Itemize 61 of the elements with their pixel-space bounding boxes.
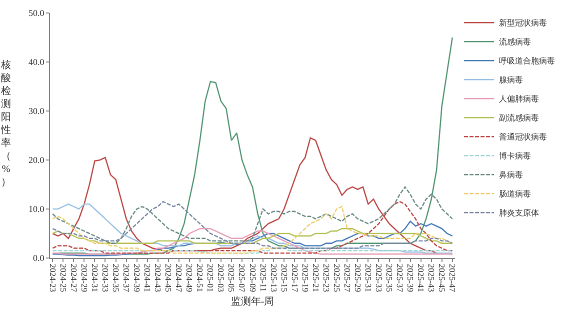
x-tick-label: 2025-23 — [321, 264, 332, 292]
x-tick-label: 2024-45 — [164, 264, 174, 292]
x-tick-label: 2024-51 — [195, 264, 206, 292]
x-tick-label: 2025-37 — [395, 264, 406, 292]
x-tick-label: 2025-01 — [206, 264, 216, 292]
x-tick-label: 2024-39 — [132, 264, 142, 292]
y-tick-label: 20.0 — [28, 155, 45, 166]
legend-label: 呼吸道合胞病毒 — [499, 56, 556, 66]
x-tick-label: 2025-21 — [310, 264, 321, 292]
x-tick-label: 2024-33 — [100, 264, 110, 292]
legend-label: 腺病毒 — [499, 76, 524, 85]
x-tick-label: 2025-03 — [216, 264, 226, 292]
line-series — [52, 228, 454, 244]
x-tick-label: 2025-43 — [426, 264, 437, 292]
x-tick-label: 2024-37 — [122, 264, 132, 292]
x-tick-label: 2025-31 — [363, 264, 374, 292]
x-axis-title: 监测年-周 — [230, 296, 274, 308]
text: 核酸检测阳性率（%） — [1, 60, 11, 188]
x-tick-label: 2025-41 — [416, 264, 426, 292]
x-tick-label: 2025-29 — [352, 264, 363, 292]
x-tick-label: 2025-27 — [342, 264, 352, 292]
legend-label: 博卡病毒 — [499, 152, 532, 161]
legend-label: 肺炎支原体 — [499, 208, 540, 218]
x-tick-label: 2025-33 — [374, 264, 384, 292]
x-tick-label: 2024-43 — [153, 264, 164, 292]
x-tick-label: 2025-13 — [268, 264, 279, 292]
legend-label: 人偏肺病毒 — [499, 94, 540, 104]
x-tick-label: 2025-17 — [290, 264, 300, 292]
x-tick-label: 2025-19 — [300, 264, 310, 292]
x-tick-label: 2025-45 — [437, 264, 448, 292]
x-tick-label: 2025-11 — [258, 264, 268, 292]
x-tick-label: 2024-27 — [68, 264, 79, 292]
x-tick-label: 2025-05 — [226, 264, 237, 292]
x-tick-label: 2025-07 — [237, 264, 248, 292]
x-tick-label: 2024-29 — [79, 264, 90, 292]
x-tick-label: 2025-35 — [384, 264, 394, 292]
legend-label: 新型冠状病毒 — [499, 18, 548, 28]
x-tick-label: 2025-47 — [448, 264, 458, 292]
y-tick-label: 30.0 — [28, 106, 45, 116]
legend-label: 肠道病毒 — [499, 190, 532, 199]
x-tick-label: 2024-47 — [174, 264, 184, 292]
legend-label: 流感病毒 — [499, 38, 532, 47]
x-tick-label: 2024-35 — [110, 264, 121, 292]
x-tick-label: 2024-31 — [90, 264, 100, 292]
y-tick-label: 10.0 — [28, 204, 45, 214]
y-tick-label: 40.0 — [28, 57, 45, 68]
x-tick-label: 2024-25 — [58, 264, 68, 292]
line-series — [52, 186, 454, 244]
y-tick-label: 50.0 — [28, 8, 45, 18]
x-tick-label: 2024-41 — [142, 264, 153, 292]
y-tick-label: 0.0 — [32, 253, 45, 264]
x-tick-label: 2025-39 — [406, 264, 416, 292]
x-tick-label: 2024-23 — [48, 264, 58, 292]
x-tick-label: 2025-15 — [279, 264, 290, 292]
line-series — [52, 228, 454, 255]
x-tick-label: 2025-25 — [332, 264, 342, 292]
x-tick-label: 2024-49 — [184, 264, 195, 292]
legend-label: 副流感病毒 — [499, 114, 540, 123]
x-tick-label: 2025-09 — [248, 264, 258, 292]
legend-label: 鼻病毒 — [499, 170, 524, 180]
legend-label: 普通冠状病毒 — [499, 132, 548, 142]
